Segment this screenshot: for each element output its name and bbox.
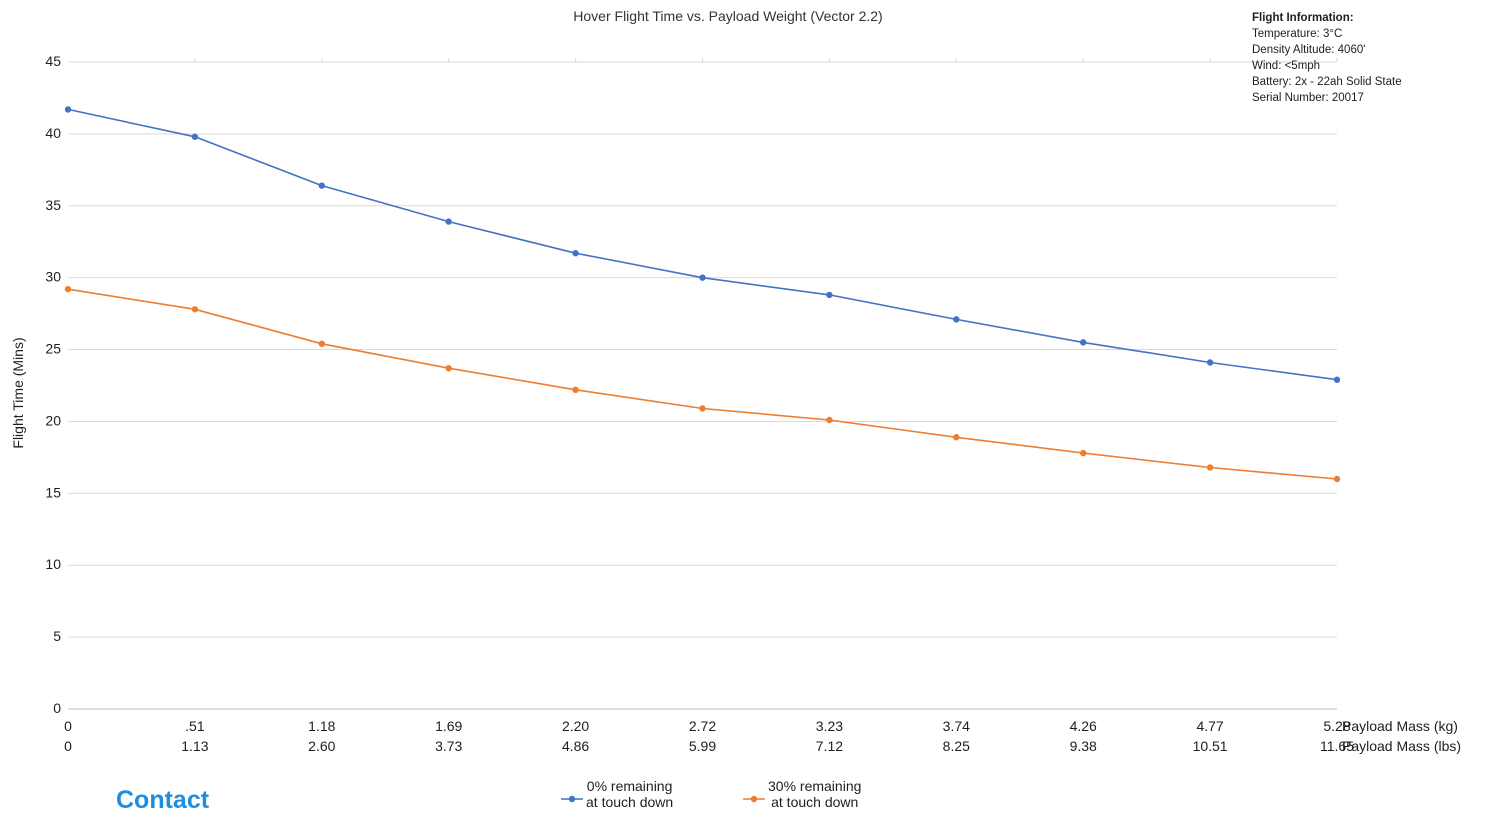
data-point (445, 218, 452, 225)
flight-info-wind: Wind: <5mph (1252, 60, 1321, 72)
y-axis-label: Flight Time (Mins) (10, 337, 26, 448)
data-point (953, 316, 960, 323)
data-point (318, 182, 325, 189)
x-tick-label: 7.12 (816, 738, 843, 754)
flight-info-temperature: Temperature: 3°C (1252, 28, 1343, 40)
legend-label-30-percent-line-2: at touch down (771, 794, 859, 810)
data-point (699, 274, 706, 281)
y-axis-ticks: 0 5 10 15 20 25 30 35 40 45 (45, 53, 61, 716)
flight-info-serial-number: Serial Number: 20017 (1252, 92, 1364, 104)
x-tick-label: 2.72 (689, 718, 716, 734)
x-axis-label: Payload Mass (lbs) (1342, 738, 1461, 754)
legend-label-30-percent-line-1: 30% remaining (768, 778, 862, 794)
legend-label-0-percent-line-2: at touch down (586, 794, 674, 810)
series-line-1 (67, 288, 1338, 480)
y-tick-label: 30 (45, 269, 61, 285)
y-tick-label: 0 (53, 700, 61, 716)
data-point (826, 416, 833, 424)
data-point (699, 405, 706, 412)
x-tick-label: 10.51 (1193, 738, 1228, 754)
x-tick-label: 9.38 (1070, 738, 1097, 754)
x-tick-label: 3.74 (943, 718, 970, 734)
x-tick-label: 1.13 (181, 738, 208, 754)
data-point (953, 434, 960, 441)
x-tick-label: 3.23 (816, 718, 843, 734)
x-tick-label: 0 (64, 738, 72, 754)
data-point (572, 250, 579, 257)
x-tick-label: 4.77 (1196, 718, 1223, 734)
y-tick-label: 5 (53, 628, 61, 644)
flight-info-heading: Flight Information: (1252, 12, 1354, 24)
x-tick-label: 2.20 (562, 718, 589, 734)
x-tick-label: 1.69 (435, 718, 462, 734)
x-tick-label: 3.73 (435, 738, 462, 754)
gridlines (68, 58, 1338, 710)
data-point (1206, 464, 1214, 471)
legend-marker-30-percent (743, 795, 765, 803)
data-point (1080, 339, 1087, 346)
data-point (1080, 449, 1087, 457)
data-point (191, 306, 199, 313)
x-tick-label: .51 (185, 718, 205, 734)
data-point (572, 386, 579, 394)
x-tick-label: 0 (64, 718, 72, 734)
data-point (191, 133, 199, 140)
x-axis-ticks: 0 .51 1.18 1.69 2.20 2.72 3.23 3.74 4.26 4.77 5.28… (64, 718, 1461, 754)
x-tick-label: 4.26 (1070, 718, 1097, 734)
legend-label-0-percent-line-1: 0% remaining (586, 778, 673, 794)
x-tick-label: 5.99 (689, 738, 716, 754)
x-axis-label: Payload Mass (kg) (1342, 718, 1458, 734)
data-point (1333, 475, 1341, 483)
chart-title: Hover Flight Time vs. Payload Weight (Ve… (573, 8, 882, 24)
y-tick-label: 10 (45, 556, 61, 572)
y-tick-label: 15 (45, 484, 61, 500)
x-tick-label: 1.18 (308, 718, 335, 734)
y-tick-label: 20 (45, 412, 61, 428)
legend-marker-0-percent (561, 795, 583, 803)
y-tick-label: 45 (45, 53, 61, 69)
x-tick-label: 8.25 (943, 738, 970, 754)
legend-label-0-percent: 0% remaining at touch down (586, 778, 673, 810)
y-tick-label: 40 (45, 125, 61, 141)
legend-label-30-percent: 30% remaining at touch down (768, 778, 861, 810)
data-point (1333, 376, 1341, 383)
x-tick-label: 4.86 (562, 738, 589, 754)
data-point (318, 340, 325, 348)
x-tick-label: 2.60 (308, 738, 335, 754)
series-line-0 (67, 108, 1338, 381)
flight-info-battery: Battery: 2x - 22ah Solid State (1252, 76, 1402, 88)
data-point (64, 285, 72, 293)
data-point (64, 106, 72, 113)
x-tick-label: 5.28 (1323, 718, 1350, 734)
contact-heading[interactable]: Contact (116, 786, 210, 814)
flight-information-box: Flight Information: Temperature: 3°C Den… (1252, 10, 1402, 106)
chart-legend: 0% remaining at touch down 30% remaining… (0, 778, 1496, 812)
x-tick-label: 11.65 (1320, 738, 1354, 754)
y-tick-label: 35 (45, 197, 61, 213)
data-point (445, 365, 452, 372)
data-point (826, 291, 833, 299)
y-tick-label: 25 (45, 341, 61, 357)
data-point (1206, 359, 1214, 366)
series-lines (64, 106, 1341, 483)
flight-info-density-altitude: Density Altitude: 4060' (1252, 44, 1366, 56)
